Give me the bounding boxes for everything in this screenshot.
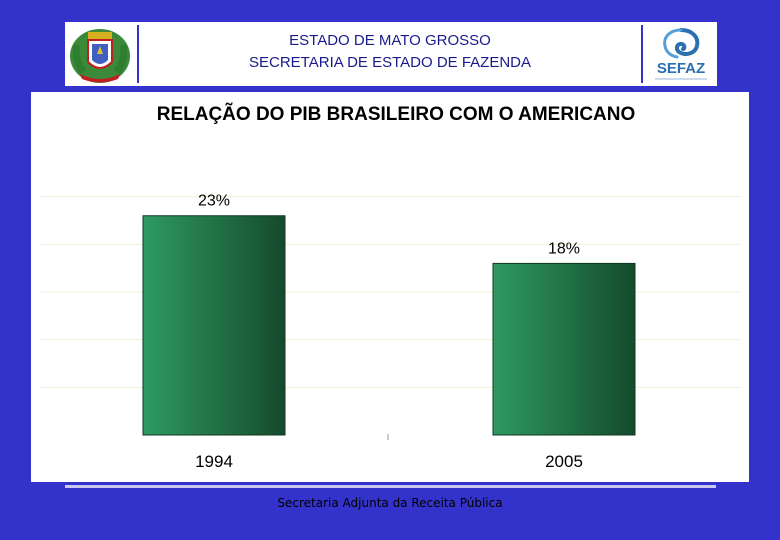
tick-label-2005: 2005 [545,452,583,471]
data-labels: 23% 18% [198,193,580,258]
sefaz-logo-text: SEFAZ [657,60,705,77]
header-title: ESTADO DE MATO GROSSO SECRETARIA DE ESTA… [137,25,643,83]
footer-text: Secretaria Adjunta da Receita Pública [277,496,503,510]
chart-title: RELAÇÃO DO PIB BRASILEIRO COM O AMERICAN… [157,103,636,125]
bar-2005 [492,262,636,436]
header-line-1: ESTADO DE MATO GROSSO [289,32,491,49]
bars [142,215,636,436]
tick-label-1994: 1994 [195,452,233,471]
state-coat-of-arms-logo [66,24,134,86]
data-label-2005: 18% [548,240,580,257]
category-tick-labels: 1994 2005 [195,452,583,471]
chart-panel: RELAÇÃO DO PIB BRASILEIRO COM O AMERICAN… [31,92,749,482]
bar-1994 [142,215,286,436]
footer-divider [65,485,716,488]
sefaz-logo: SEFAZ [647,24,715,84]
header-line-2: SECRETARIA DE ESTADO DE FAZENDA [249,54,531,71]
bar-chart: RELAÇÃO DO PIB BRASILEIRO COM O AMERICAN… [39,103,741,471]
data-label-1994: 23% [198,193,230,210]
